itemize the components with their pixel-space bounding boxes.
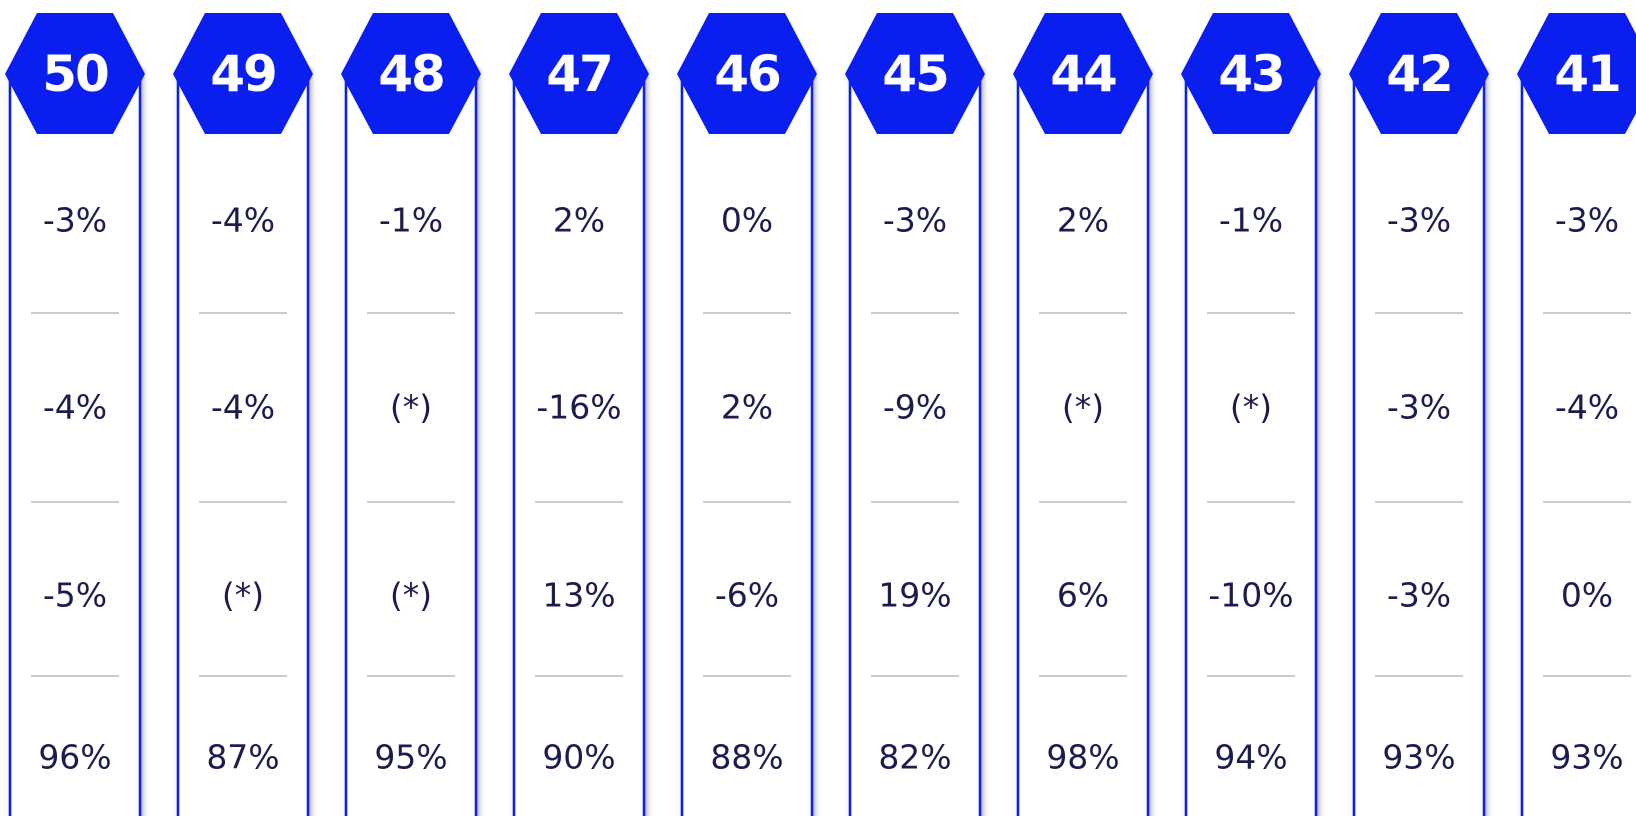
cell-value: 2% bbox=[553, 201, 605, 240]
cell-value: (*) bbox=[1230, 388, 1272, 427]
column: 48 -1% (*) (*) 95% bbox=[341, 13, 481, 816]
column-body bbox=[1184, 68, 1318, 816]
cell-value: -16% bbox=[536, 388, 621, 427]
cell-value: -1% bbox=[1219, 201, 1283, 240]
column-number: 45 bbox=[882, 45, 948, 103]
cell-value: -3% bbox=[43, 201, 107, 240]
cell-value: -4% bbox=[211, 201, 275, 240]
column: 43 -1% (*) -10% 94% bbox=[1181, 13, 1321, 816]
column: 46 0% 2% -6% 88% bbox=[677, 13, 817, 816]
column-body bbox=[848, 68, 982, 816]
cell-value: -3% bbox=[883, 201, 947, 240]
column-number: 48 bbox=[378, 45, 444, 103]
column: 49 -4% -4% (*) 87% bbox=[173, 13, 313, 816]
cell-value: -1% bbox=[379, 201, 443, 240]
column-number: 47 bbox=[546, 45, 612, 103]
header-hexagon bbox=[1013, 13, 1153, 134]
column: 41 -3% -4% 0% 93% bbox=[1517, 13, 1636, 816]
cell-value: -4% bbox=[211, 388, 275, 427]
cell-value: 94% bbox=[1214, 738, 1287, 777]
cell-value: -3% bbox=[1387, 576, 1451, 615]
cell-value: 2% bbox=[721, 388, 773, 427]
cell-value: (*) bbox=[390, 388, 432, 427]
header-hexagon bbox=[1517, 13, 1636, 134]
column-body bbox=[512, 68, 646, 816]
header-hexagon bbox=[341, 13, 481, 134]
column-body bbox=[176, 68, 310, 816]
cell-value: 2% bbox=[1057, 201, 1109, 240]
cell-value: 13% bbox=[542, 576, 615, 615]
header-hexagon bbox=[1181, 13, 1321, 134]
cell-value: -4% bbox=[43, 388, 107, 427]
cell-value: -9% bbox=[883, 388, 947, 427]
column-number: 41 bbox=[1554, 45, 1620, 103]
cell-value: -3% bbox=[1387, 201, 1451, 240]
cell-value: -5% bbox=[43, 576, 107, 615]
cell-value: 19% bbox=[878, 576, 951, 615]
column: 42 -3% -3% -3% 93% bbox=[1349, 13, 1489, 816]
column-body bbox=[680, 68, 814, 816]
column-number: 42 bbox=[1386, 45, 1452, 103]
cell-value: -4% bbox=[1555, 388, 1619, 427]
header-hexagon bbox=[677, 13, 817, 134]
cell-value: 90% bbox=[542, 738, 615, 777]
column: 47 2% -16% 13% 90% bbox=[509, 13, 649, 816]
column-body bbox=[8, 68, 142, 816]
header-hexagon bbox=[845, 13, 985, 134]
cell-value: (*) bbox=[1062, 388, 1104, 427]
column-body bbox=[1352, 68, 1486, 816]
cell-value: -3% bbox=[1555, 201, 1619, 240]
cell-value: -3% bbox=[1387, 388, 1451, 427]
cell-value: 6% bbox=[1057, 576, 1109, 615]
column: 45 -3% -9% 19% 82% bbox=[845, 13, 985, 816]
cell-value: (*) bbox=[222, 576, 264, 615]
cell-value: 87% bbox=[206, 738, 279, 777]
header-hexagon bbox=[509, 13, 649, 134]
column-body bbox=[1016, 68, 1150, 816]
cell-value: 93% bbox=[1550, 738, 1623, 777]
column-body bbox=[344, 68, 478, 816]
cell-value: 98% bbox=[1046, 738, 1119, 777]
column-number: 46 bbox=[714, 45, 780, 103]
cell-value: 0% bbox=[721, 201, 773, 240]
cell-value: -10% bbox=[1208, 576, 1293, 615]
cell-value: 82% bbox=[878, 738, 951, 777]
cell-value: 96% bbox=[38, 738, 111, 777]
column-number: 49 bbox=[210, 45, 276, 103]
cell-value: 0% bbox=[1561, 576, 1613, 615]
column: 50 -3% -4% -5% 96% bbox=[5, 13, 145, 816]
cell-value: 95% bbox=[374, 738, 447, 777]
cell-value: -6% bbox=[715, 576, 779, 615]
cell-value: 93% bbox=[1382, 738, 1455, 777]
cell-value: (*) bbox=[390, 576, 432, 615]
cell-value: 88% bbox=[710, 738, 783, 777]
column-number: 50 bbox=[42, 45, 108, 103]
header-hexagon bbox=[5, 13, 145, 134]
header-hexagon bbox=[1349, 13, 1489, 134]
column: 44 2% (*) 6% 98% bbox=[1013, 13, 1153, 816]
column-body bbox=[1520, 68, 1636, 816]
header-hexagon bbox=[173, 13, 313, 134]
column-number: 43 bbox=[1218, 45, 1284, 103]
column-number: 44 bbox=[1050, 45, 1116, 103]
